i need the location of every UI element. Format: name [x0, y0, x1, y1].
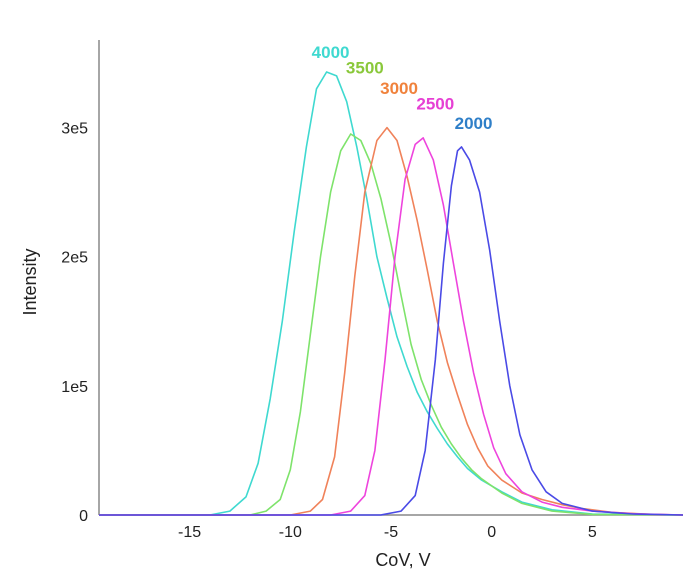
series-line-3000: [99, 126, 683, 516]
y-tick-label: 1e5: [61, 379, 88, 396]
series-line-2500: [99, 137, 683, 516]
series-line-2000: [99, 146, 683, 516]
series-line-4000: [99, 71, 683, 516]
y-axis-title: Intensity: [20, 248, 40, 315]
peak-label-3500: 3500: [346, 58, 384, 77]
peak-label-4000: 4000: [312, 43, 350, 62]
x-tick-label: -5: [384, 524, 398, 541]
series-line-3500: [99, 133, 683, 516]
y-ticks: 0 1e5 2e5 3e5: [61, 121, 88, 525]
peak-label-2000: 2000: [455, 114, 493, 133]
y-tick-label: 0: [79, 508, 88, 525]
y-tick-label: 3e5: [61, 121, 88, 138]
y-tick-label: 2e5: [61, 250, 88, 267]
x-ticks: -15 -10 -5 0 5: [178, 524, 597, 541]
x-tick-label: 0: [487, 524, 496, 541]
series-layer: [99, 71, 683, 516]
x-tick-label: 5: [588, 524, 597, 541]
x-tick-label: -10: [279, 524, 302, 541]
x-tick-label: -15: [178, 524, 201, 541]
x-axis-title: CoV, V: [375, 550, 430, 570]
peak-label-2500: 2500: [416, 94, 454, 113]
peak-label-3000: 3000: [380, 79, 418, 98]
